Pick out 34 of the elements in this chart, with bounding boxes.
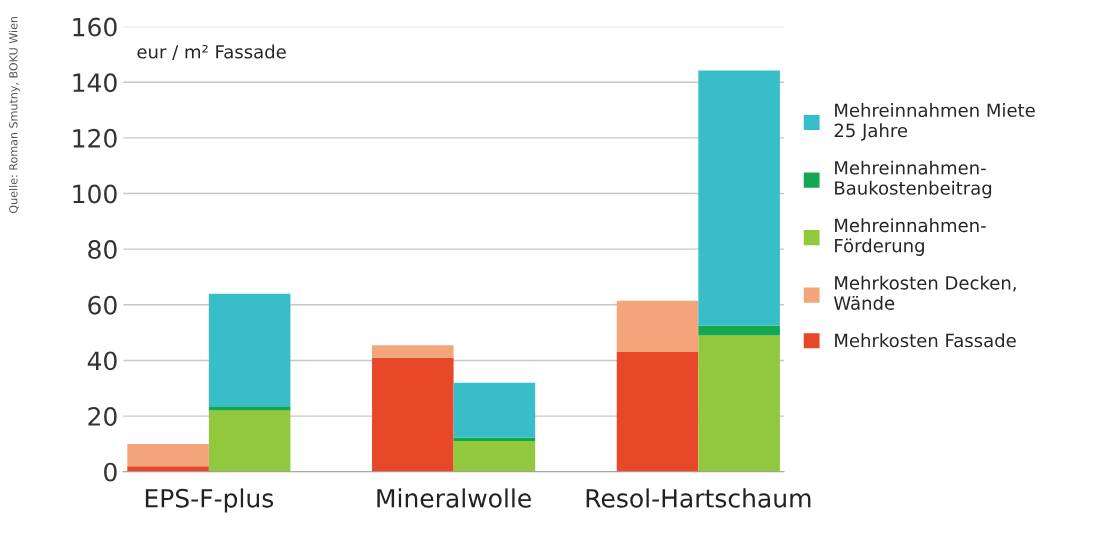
y-tick-label: 120: [73, 128, 117, 148]
bar: [616, 300, 699, 353]
x-tick-label: EPS-F-plus: [145, 488, 274, 513]
legend-label: Mehrkosten Decken, Wände: [833, 275, 1016, 310]
legend-label: Mehreinnahmen- Baukostenbeitrag: [835, 160, 992, 199]
legend-label: Mehreinnahmen- Förderung: [835, 218, 986, 256]
bar: [453, 441, 536, 472]
bar: [453, 437, 536, 442]
y-tick-label: 40: [87, 351, 117, 371]
x-tick-label: Mineralwolle: [377, 488, 531, 508]
y-tick-label: 100: [73, 184, 117, 204]
bar: [208, 406, 291, 411]
y-tick-label: 60: [88, 295, 117, 315]
x-tick-label: Resol-Hartschaum: [586, 488, 811, 508]
bar: [698, 325, 780, 336]
bar: [208, 410, 291, 472]
bar: [127, 443, 209, 467]
bar: [453, 382, 536, 438]
legend-label: Mehreinnahmen Miete 25 Jahre: [834, 103, 1035, 141]
bar: [698, 70, 780, 326]
y-tick-label: 20: [88, 407, 117, 426]
y-tick-label: 140: [73, 73, 117, 93]
bar: [208, 293, 291, 407]
y-tick-label: 160: [73, 17, 117, 37]
bar: [616, 352, 699, 472]
legend-label: Mehrkosten Fassade: [835, 333, 1016, 348]
y-tick-label: 80: [88, 240, 117, 260]
y-axis-title: eur / m² Fassade: [137, 44, 286, 61]
bar: [127, 466, 209, 472]
source-note: Quelle: Roman Smutny, BOKU Wien: [8, 16, 20, 213]
y-tick-label: 0: [104, 462, 117, 482]
bar: [372, 345, 454, 358]
bar: [372, 357, 454, 472]
bar: [698, 335, 780, 472]
